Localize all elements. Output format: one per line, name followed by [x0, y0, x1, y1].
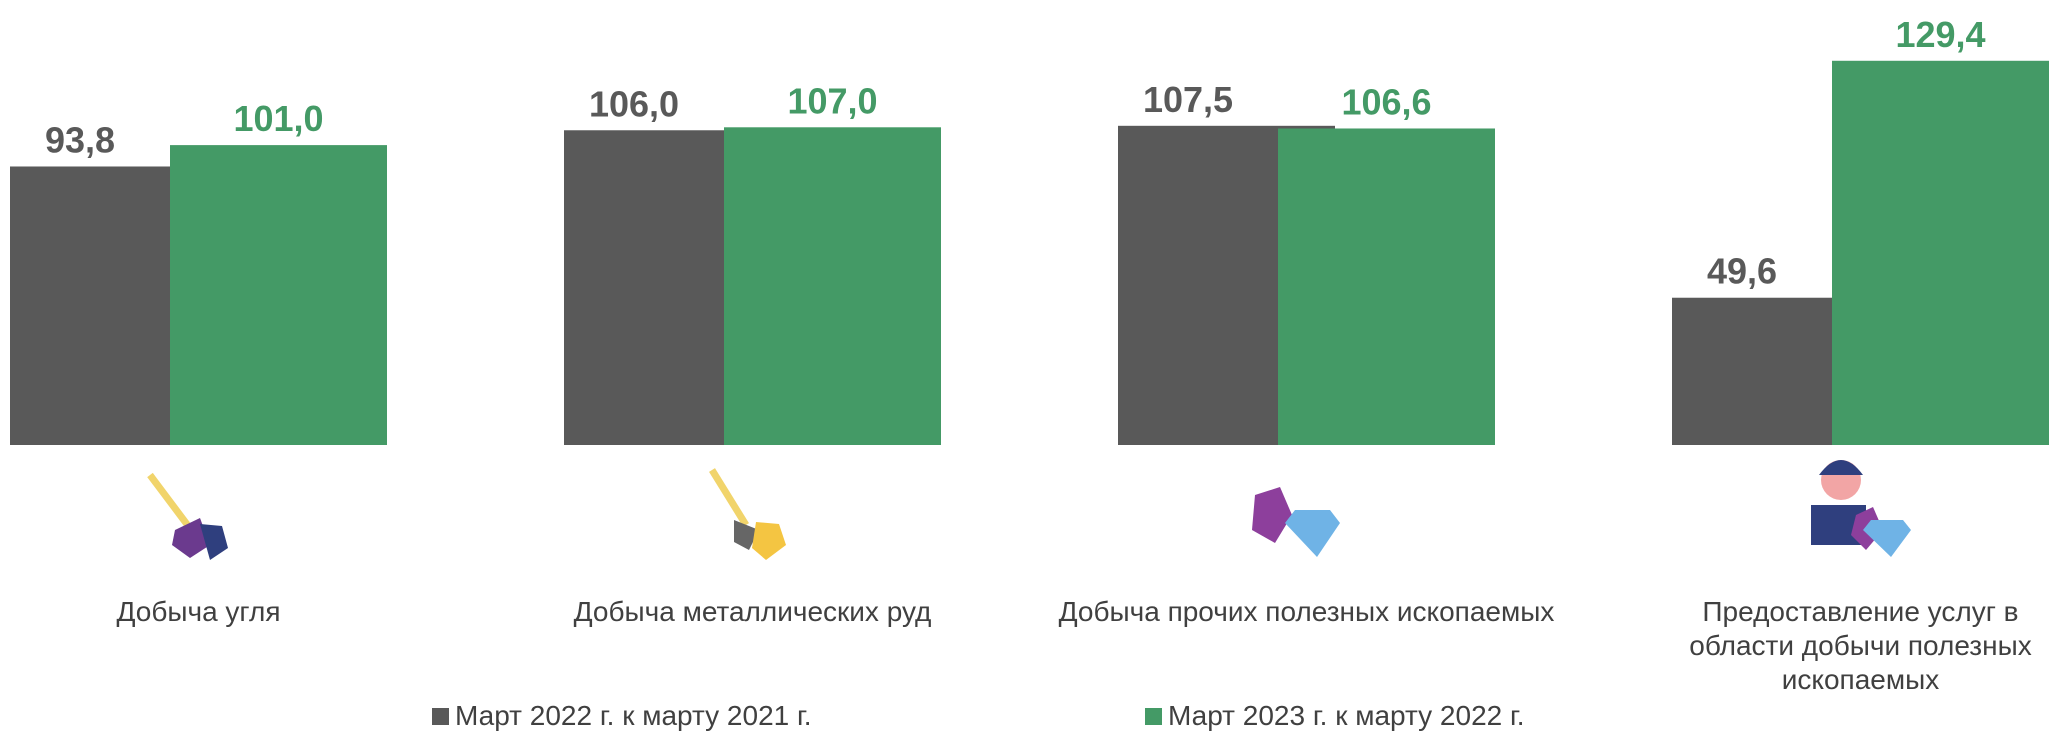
icon: [1811, 460, 1911, 557]
value-label: 129,4: [1895, 14, 1985, 55]
category-label: Добыча металлических руд: [573, 596, 932, 627]
category-label: Предоставление услуг в области добычи по…: [1689, 596, 2032, 695]
bar: [724, 127, 941, 446]
value-label: 101,0: [233, 98, 323, 139]
bar: [1832, 60, 2049, 445]
legend-item: Март 2022 г. к марту 2021 г.: [432, 700, 812, 731]
icon: [1252, 487, 1340, 557]
value-label: 93,8: [45, 119, 115, 160]
value-label: 106,0: [589, 83, 679, 124]
category-label: Добыча прочих полезных ископаемых: [1058, 596, 1555, 627]
legend-swatch: [1145, 707, 1162, 725]
value-label: 106,6: [1341, 81, 1431, 122]
value-label: 107,0: [787, 80, 877, 121]
legend-swatch: [432, 707, 449, 725]
icon: [147, 472, 228, 560]
value-label: 49,6: [1707, 251, 1777, 292]
legend-label: Март 2023 г. к марту 2022 г.: [1168, 700, 1525, 731]
value-label: 107,5: [1143, 79, 1233, 120]
icon: [709, 468, 786, 560]
legend-item: Март 2023 г. к марту 2022 г.: [1145, 700, 1525, 731]
bar: [170, 145, 387, 445]
category-label: Добыча угля: [116, 596, 281, 627]
bar: [1278, 128, 1495, 446]
legend-label: Март 2022 г. к марту 2021 г.: [455, 700, 812, 731]
